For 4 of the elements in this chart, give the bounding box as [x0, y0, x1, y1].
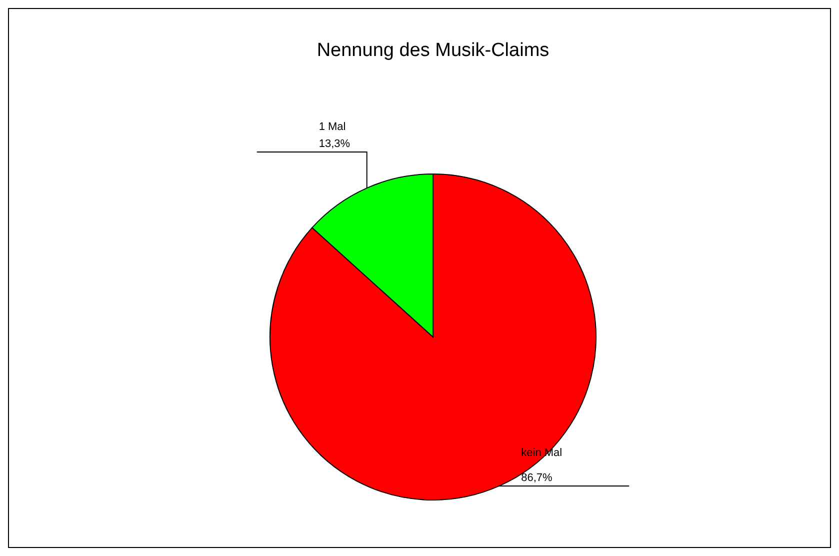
data-label: 86,7% [521, 472, 553, 484]
data-label: 13,3% [318, 138, 350, 150]
chart-title: Nennung des Musik-Claims [316, 40, 550, 61]
slice-label: 1 Mal [318, 121, 346, 133]
